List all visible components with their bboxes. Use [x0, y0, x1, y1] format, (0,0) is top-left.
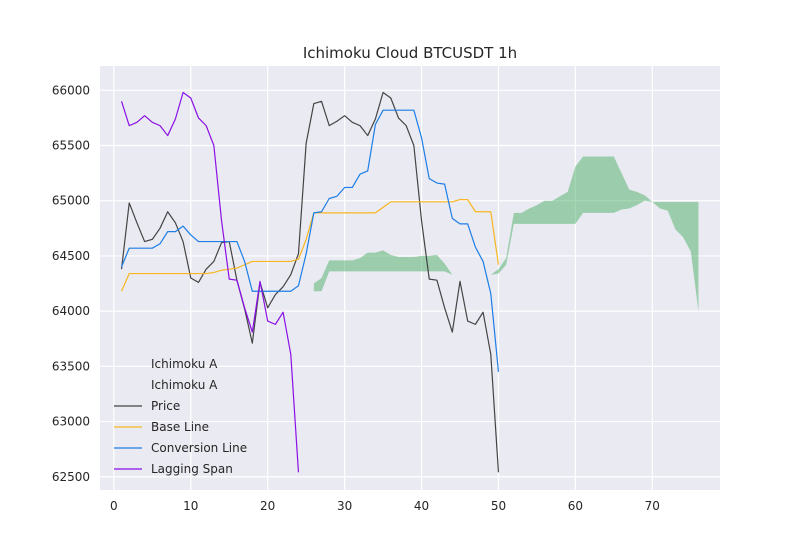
chart-title: Ichimoku Cloud BTCUSDT 1h	[303, 44, 517, 62]
cloud-bullish-area	[313, 156, 699, 312]
cloud-layer	[313, 156, 699, 312]
legend-label: Conversion Line	[151, 441, 247, 455]
legend-label: Base Line	[151, 420, 209, 434]
legend: Ichimoku A Ichimoku A Price Base Line Conver…	[114, 357, 247, 476]
x-tick-label: 10	[183, 499, 198, 513]
x-tick-label: 60	[568, 499, 583, 513]
series-line-base-line	[120, 199, 500, 292]
series-layer	[120, 91, 500, 473]
legend-label: Ichimoku A	[151, 378, 218, 392]
legend-label: Price	[151, 399, 180, 413]
legend-label: Lagging Span	[151, 462, 233, 476]
y-tick-label: 63500	[52, 359, 90, 373]
series-line-price	[120, 91, 500, 473]
x-tick-label: 50	[491, 499, 506, 513]
x-tick-label: 30	[337, 499, 352, 513]
series-line-lagging-span	[120, 91, 300, 473]
y-tick-label: 63000	[52, 415, 90, 429]
series-line-conversion-line	[120, 109, 500, 372]
x-tick-label: 40	[414, 499, 429, 513]
y-tick-label: 65000	[52, 194, 90, 208]
x-tick-label: 0	[110, 499, 118, 513]
y-tick-label: 64500	[52, 249, 90, 263]
y-tick-label: 64000	[52, 304, 90, 318]
tick-layer: 0 10 20 30 40 50 60 70 62500 63000 63500 64000 64500…	[52, 83, 660, 513]
x-tick-label: 70	[645, 499, 660, 513]
x-tick-label: 20	[260, 499, 275, 513]
y-tick-label: 66000	[52, 83, 90, 97]
y-tick-label: 62500	[52, 470, 90, 484]
y-tick-label: 65500	[52, 139, 90, 153]
legend-label: Ichimoku A	[151, 357, 218, 371]
